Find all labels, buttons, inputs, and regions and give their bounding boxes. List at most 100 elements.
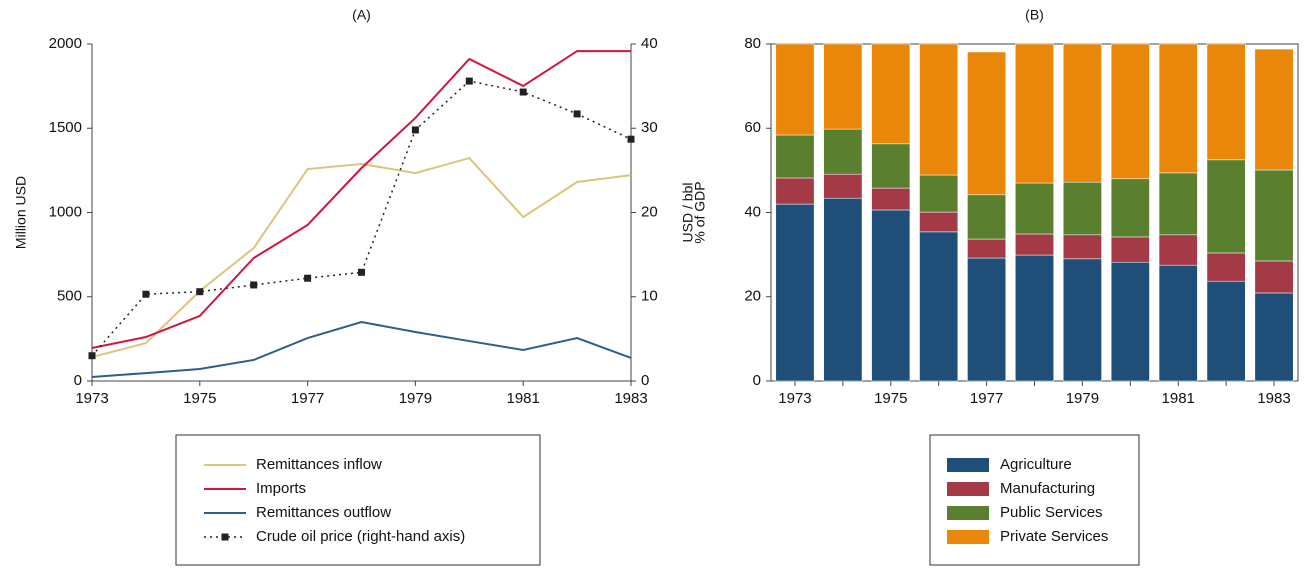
legend-box <box>929 434 1140 566</box>
y2-tick-label: 10 <box>641 288 658 305</box>
chart-title: (B) <box>1025 7 1044 23</box>
y2-tick-label: 40 <box>641 35 658 52</box>
y2-tick-label: 20 <box>641 203 658 220</box>
bar-segment <box>919 211 959 233</box>
x-tick-label: 1983 <box>1257 390 1290 407</box>
legend-label: Agriculture <box>1000 456 1072 473</box>
bar-segment <box>1206 280 1246 382</box>
legend-marker <box>221 533 229 541</box>
bar-segment <box>1158 43 1198 174</box>
bar-segment <box>919 174 959 213</box>
legend-label: Crude oil price (right-hand axis) <box>256 528 465 545</box>
series-line <box>91 80 632 357</box>
y-tick-label: 1000 <box>49 203 82 220</box>
point-marker <box>519 88 527 96</box>
legend-label: Private Services <box>1000 528 1108 545</box>
bar-segment <box>1015 182 1054 235</box>
legend-swatch <box>947 530 989 544</box>
series-line <box>91 156 632 359</box>
bar-segment <box>823 197 863 382</box>
x-tick-label: 1973 <box>778 390 811 407</box>
y-tick-label: 0 <box>74 372 82 389</box>
bar-segment <box>823 128 863 175</box>
x-tick-label: 1977 <box>970 390 1003 407</box>
bar-segment <box>775 177 815 205</box>
point-marker <box>465 77 473 85</box>
bar-segment <box>1158 264 1198 382</box>
bar-segment <box>1206 43 1246 161</box>
y-tick-label: 500 <box>57 288 82 305</box>
bar-segment <box>1062 258 1102 382</box>
bar-segment <box>823 173 863 199</box>
bar-segment <box>1062 43 1102 183</box>
x-tick-label: 1975 <box>183 390 216 407</box>
point-marker <box>88 352 96 360</box>
x-tick-label: 1977 <box>291 390 324 407</box>
bar-segment <box>1110 43 1150 180</box>
x-tick-label: 1973 <box>75 390 108 407</box>
bar-segment <box>775 43 815 136</box>
y-tick-label: 60 <box>744 119 761 136</box>
bar-segment <box>871 143 911 189</box>
bar-segment <box>1206 252 1246 282</box>
y-tick-label: 0 <box>753 372 761 389</box>
y-tick-label: 1500 <box>49 119 82 136</box>
point-marker <box>627 135 635 143</box>
bar-segment <box>871 187 911 211</box>
bar-segment <box>1254 169 1294 262</box>
y-tick-label: 80 <box>744 35 761 52</box>
bar-segment <box>1015 43 1054 184</box>
y2-tick-label: 30 <box>641 119 658 136</box>
y-axis-label: % of GDP <box>692 181 708 243</box>
bar-segment <box>1015 254 1054 382</box>
series-line <box>91 50 631 349</box>
bar-segment <box>871 209 911 382</box>
legend-label: Remittances outflow <box>256 504 391 521</box>
bar-segment <box>1110 178 1150 238</box>
y2-axis-label: USD / bbl <box>680 183 696 243</box>
bar-segment <box>775 203 815 382</box>
bar-segment <box>1015 233 1054 256</box>
legend-label: Remittances inflow <box>256 456 382 473</box>
bar-segment <box>871 43 911 145</box>
y-tick-label: 40 <box>744 203 761 220</box>
bar-segment <box>919 43 959 176</box>
bar-segment <box>919 231 959 382</box>
point-marker <box>196 288 204 296</box>
bar-segment <box>1062 181 1102 236</box>
bar-segment <box>1158 234 1198 266</box>
x-tick-label: 1979 <box>399 390 432 407</box>
legend-swatch <box>947 482 989 496</box>
legend-label: Imports <box>256 480 306 497</box>
point-marker <box>250 281 258 289</box>
bar-segment <box>1158 172 1198 236</box>
legend-label: Manufacturing <box>1000 480 1095 497</box>
point-marker <box>358 268 365 276</box>
y2-tick-label: 0 <box>641 372 649 389</box>
bar-segment <box>1254 260 1294 294</box>
point-marker <box>142 290 150 298</box>
legend-label: Public Services <box>1000 504 1103 521</box>
bar-segment <box>823 43 863 130</box>
bar-segment <box>1110 261 1150 382</box>
bar-segment <box>967 51 1007 196</box>
point-marker <box>573 110 581 118</box>
x-tick-label: 1979 <box>1066 390 1099 407</box>
bar-segment <box>1062 234 1102 260</box>
x-tick-label: 1981 <box>507 390 540 407</box>
bar-segment <box>967 238 1007 259</box>
y-tick-label: 2000 <box>49 35 82 52</box>
legend-swatch <box>947 458 989 472</box>
bar-segment <box>1254 48 1294 171</box>
series-line <box>91 320 632 378</box>
x-tick-label: 1981 <box>1162 390 1195 407</box>
point-marker <box>411 126 419 134</box>
point-marker <box>304 274 312 282</box>
x-tick-label: 1983 <box>614 390 647 407</box>
x-tick-label: 1975 <box>874 390 907 407</box>
axis-line <box>91 44 632 382</box>
bar-segment <box>1110 236 1150 263</box>
bar-segment <box>1206 159 1246 254</box>
legend-box <box>175 434 541 566</box>
